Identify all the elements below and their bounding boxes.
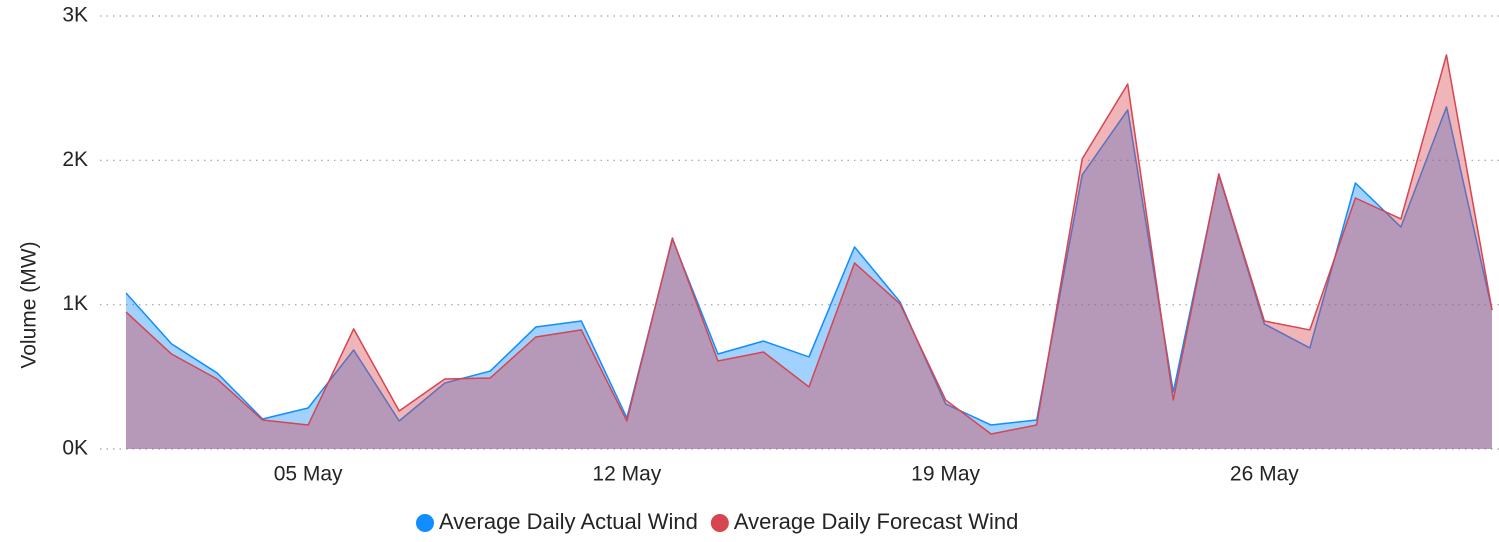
legend-label: Average Daily Actual Wind: [439, 509, 698, 534]
area: [126, 106, 1492, 450]
y-tick-label: 2K: [62, 148, 88, 171]
legend-marker: [416, 514, 434, 532]
line: [125, 106, 1493, 426]
y-axis-label: Volume (MW): [18, 241, 41, 368]
y-tick-label: 3K: [62, 4, 88, 27]
legend-marker: [710, 514, 729, 532]
area: [126, 54, 1492, 449]
line: [125, 54, 1493, 435]
x-tick-label: 26 May: [1230, 463, 1299, 486]
y-tick-label: 1K: [62, 292, 88, 315]
x-tick-label: 19 May: [911, 463, 980, 486]
x-tick-label: 05 May: [274, 463, 343, 486]
x-tick-label: 12 May: [592, 463, 661, 486]
legend-label: Average Daily Forecast Wind: [734, 509, 1019, 534]
y-tick-label: 0K: [62, 437, 88, 460]
